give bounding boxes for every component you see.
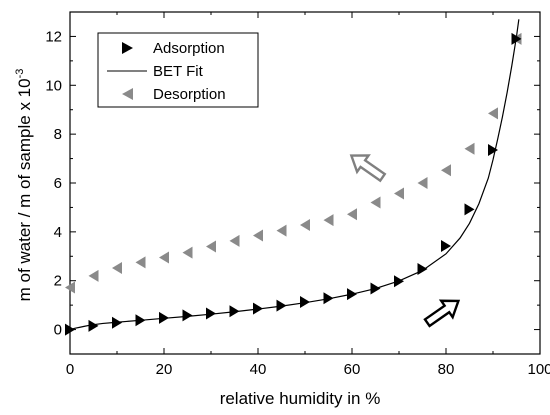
y-tick-label: 2	[54, 273, 62, 290]
adsorption-point	[65, 323, 75, 336]
annotation-arrow-shape	[349, 154, 387, 183]
svg-text:m of water / m of sample x 10: m of water / m of sample x 10-3	[14, 69, 34, 302]
desorption-point	[112, 262, 122, 275]
adsorption-point	[135, 314, 146, 327]
adsorption-point	[323, 292, 334, 305]
y-tick-label: 12	[45, 28, 62, 45]
x-axis: 0 20 40 60 80 100	[66, 12, 550, 378]
adsorption-point	[253, 302, 263, 315]
adsorption-point	[394, 275, 404, 288]
adsorption-point	[229, 305, 240, 318]
x-tick-label: 60	[344, 361, 361, 378]
desorption-point	[182, 246, 193, 259]
desorption-point	[394, 187, 404, 200]
y-axis-title-exponent: -3	[14, 69, 26, 79]
adsorption-point	[300, 295, 310, 308]
adsorption-point	[276, 299, 287, 312]
legend-adsorption-marker	[122, 42, 133, 54]
x-tick-label: 40	[250, 361, 267, 378]
annotations	[349, 154, 461, 328]
desorption-point	[347, 208, 357, 221]
x-axis-title: relative humidity in %	[220, 389, 381, 408]
adsorption-point	[511, 32, 522, 45]
adsorption-point	[206, 307, 216, 320]
desorption-point	[323, 214, 334, 227]
desorption-series	[65, 32, 522, 294]
desorption-point	[370, 196, 381, 209]
desorption-point	[488, 107, 498, 120]
adsorption-point	[182, 309, 193, 322]
desorption-point	[417, 177, 428, 189]
adsorption-point	[464, 203, 475, 216]
x-tick-label: 0	[66, 361, 74, 378]
legend-adsorption-label: Adsorption	[153, 40, 225, 57]
desorption-point	[253, 229, 263, 242]
y-tick-label: 6	[54, 175, 62, 192]
legend-desorption-marker	[122, 88, 133, 100]
adsorption-point	[88, 319, 99, 332]
y-tick-label: 10	[45, 77, 62, 94]
desorption-point	[135, 256, 146, 269]
desorption-point	[441, 164, 451, 177]
y-axis-title: m of water / m of sample x 10-3	[14, 69, 34, 302]
desorption-point	[300, 219, 310, 232]
y-axis: 0 2 4 6 8 10 12	[45, 11, 540, 355]
annotation-arrow	[423, 299, 461, 328]
adsorption-point	[347, 288, 357, 301]
desorption-point	[276, 224, 287, 237]
y-tick-label: 8	[54, 126, 62, 143]
legend-desorption-label: Desorption	[153, 86, 226, 103]
annotation-arrow-shape	[423, 299, 461, 328]
desorption-point	[159, 251, 169, 264]
adsorption-point	[417, 262, 428, 275]
x-tick-label: 20	[156, 361, 173, 378]
legend: Adsorption BET Fit Desorption	[97, 32, 259, 108]
x-tick-label: 80	[438, 361, 455, 378]
y-axis-title-text: m of water / m of sample x 10	[15, 78, 34, 301]
adsorption-point	[159, 311, 169, 324]
legend-bet-fit-label: BET Fit	[153, 63, 204, 80]
adsorption-point	[488, 144, 498, 157]
y-tick-label: 4	[54, 224, 62, 241]
desorption-point	[229, 234, 240, 247]
y-tick-label: 0	[54, 322, 62, 339]
adsorption-point	[112, 316, 122, 329]
adsorption-point	[441, 240, 451, 253]
adsorption-series	[65, 32, 522, 336]
desorption-point	[464, 142, 475, 155]
x-tick-label: 100	[527, 361, 550, 378]
annotation-arrow	[349, 154, 387, 183]
adsorption-point	[370, 282, 381, 295]
desorption-point	[65, 281, 75, 294]
desorption-point	[88, 269, 99, 282]
desorption-point	[206, 240, 216, 253]
